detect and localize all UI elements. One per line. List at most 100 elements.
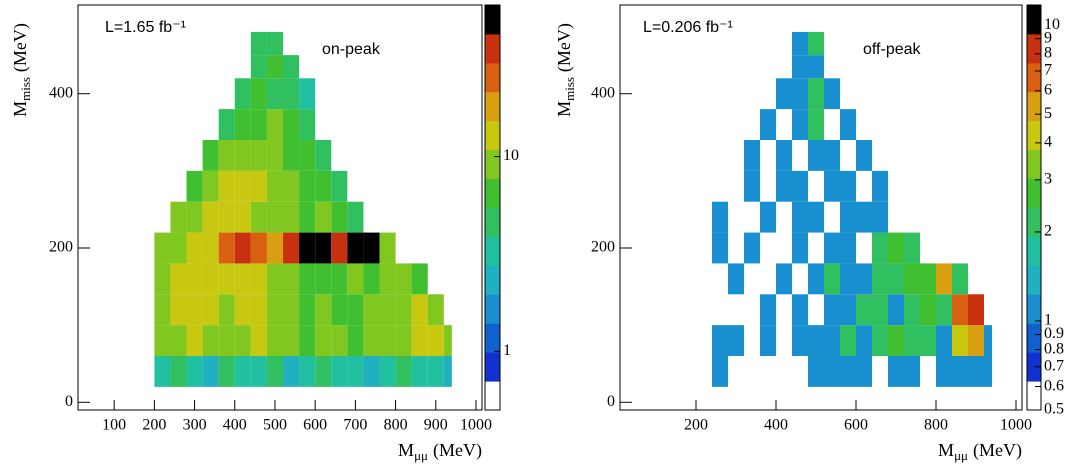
heatmap-cell [315, 140, 332, 171]
heatmap-cell [856, 140, 872, 171]
heatmap-cell [760, 325, 776, 356]
heatmap-cell [299, 325, 316, 356]
heatmap-cell [331, 356, 348, 387]
heatmap-cell [808, 356, 824, 387]
heatmap-cell [760, 201, 776, 233]
x-axis-label-main: M [938, 440, 954, 460]
colorbar-band [1027, 381, 1041, 411]
heatmap-cell [170, 232, 187, 264]
colorbar-tick-label: 10 [503, 147, 519, 164]
x-tick-label: 300 [183, 417, 207, 434]
heatmap-cell [856, 263, 872, 295]
heatmap-cell [984, 325, 992, 356]
heatmap-cell [776, 78, 792, 110]
heatmap-cell [904, 294, 920, 326]
luminosity: L=1.65 fb⁻¹ [105, 19, 186, 36]
heatmap-cell [283, 356, 300, 387]
colorbar-band [1027, 120, 1041, 151]
colorbar-tick-label: 3 [1044, 171, 1052, 188]
heatmap-cell [792, 325, 808, 356]
heatmap-cell [840, 325, 856, 356]
heatmap-cell [266, 325, 284, 356]
y-axis-label-unit: (MeV) [554, 23, 575, 72]
heatmap-cell [202, 356, 219, 387]
heatmap-cell [266, 356, 284, 387]
x-axis-label: Mμμ (MeV) [938, 440, 1022, 463]
heatmap-cell [331, 263, 348, 295]
heatmap-cell [331, 201, 348, 233]
heatmap-cell [824, 232, 840, 264]
heatmap-cell [234, 263, 251, 295]
heatmap-cell [936, 263, 952, 295]
heatmap-cell [283, 109, 300, 140]
heatmap-cell [904, 325, 920, 356]
heatmap-cell [840, 232, 856, 264]
x-tick-label: 400 [223, 417, 247, 434]
heatmap-cell [888, 263, 904, 295]
heatmap-cell [363, 325, 380, 356]
heatmap-cell [266, 109, 284, 140]
heatmap-cell [808, 140, 824, 171]
heatmap-cell [218, 232, 235, 264]
heatmap-cell [411, 325, 428, 356]
heatmap-cell [234, 232, 251, 264]
colorbar-tick-label: 0.6 [1044, 377, 1064, 394]
colorbar-band [485, 62, 500, 93]
heatmap-cell [250, 140, 267, 171]
y-tick-label: 400 [49, 84, 73, 101]
colorbar-band [485, 5, 500, 35]
colorbar-band [485, 381, 500, 411]
heatmap-cell [234, 140, 251, 171]
heatmap-cell [250, 170, 267, 202]
heatmap-cell [363, 356, 380, 387]
heatmap-cell [904, 232, 920, 264]
heatmap-cell [936, 294, 952, 326]
colorbar-tick-label: 6 [1044, 81, 1052, 98]
heatmap-cell [331, 294, 348, 326]
heatmap-cell [234, 325, 251, 356]
heatmap-cell [952, 263, 968, 295]
heatmap-cell [186, 232, 203, 264]
x-tick-label: 900 [424, 417, 448, 434]
heatmap-cell [856, 325, 872, 356]
heatmap-cell [744, 140, 760, 171]
heatmap-cell [824, 140, 840, 171]
heatmap-cell [283, 140, 300, 171]
heatmap-cell [170, 201, 187, 233]
heatmap-cell [728, 325, 744, 356]
x-tick-label: 600 [844, 417, 868, 434]
heatmap-cell [299, 140, 316, 171]
heatmap-cell [427, 325, 444, 356]
heatmap-cell [920, 263, 936, 295]
heatmap-cell [315, 356, 332, 387]
y-axis-label-main: M [554, 101, 574, 117]
heatmap-cell [154, 232, 171, 264]
heatmap-cell [250, 356, 267, 387]
heatmap-cell [744, 232, 760, 264]
heatmap-cell [443, 356, 452, 387]
colorbar-tick-label: 0.9 [1044, 325, 1064, 342]
x-tick-label: 800 [924, 417, 948, 434]
colorbar-tick-label: 10 [1044, 16, 1060, 33]
colorbar-tick-label: 1 [1044, 312, 1052, 329]
heatmap-cell [379, 263, 396, 295]
colorbar-band [1027, 236, 1041, 266]
colorbar-band [1027, 265, 1041, 295]
heatmap-cell [776, 263, 792, 295]
heatmap-cell [443, 325, 452, 356]
heatmap-cell [331, 232, 348, 264]
colorbar-tick-label: 2 [1044, 223, 1052, 240]
heatmap-cell [331, 170, 348, 202]
heatmap-cell [395, 263, 412, 295]
heatmap-cell [266, 232, 284, 264]
colorbar-band [1027, 178, 1041, 208]
heatmap-cell [904, 356, 920, 387]
heatmap-cell [792, 32, 808, 56]
heatmap-cell [712, 356, 728, 387]
colorbar-band [485, 323, 500, 353]
heatmap-cell [872, 201, 888, 233]
heatmap-cell [234, 294, 251, 326]
heatmap-cell [888, 232, 904, 264]
heatmap-cell [968, 356, 984, 387]
heatmap-cell [840, 201, 856, 233]
